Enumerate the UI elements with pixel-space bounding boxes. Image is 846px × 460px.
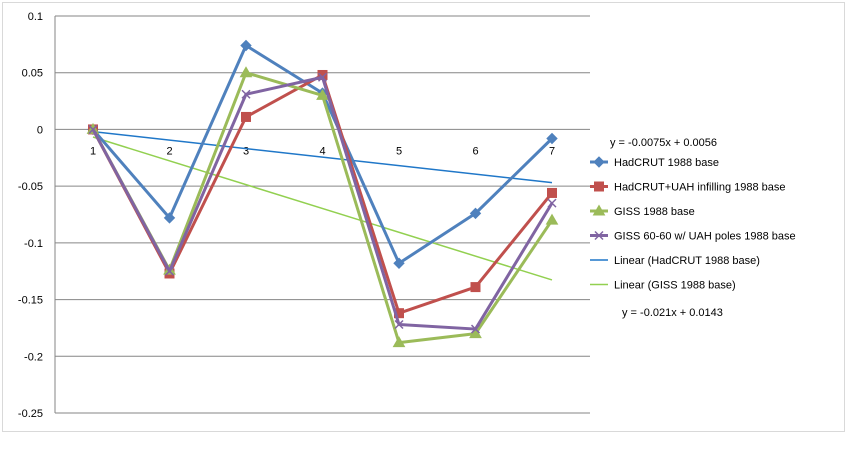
y-tick-label: 0 bbox=[37, 124, 43, 136]
trendline-2 bbox=[92, 136, 553, 281]
data-point bbox=[546, 132, 558, 145]
y-tick-label: -0.05 bbox=[18, 181, 43, 193]
y-tick-label: -0.25 bbox=[18, 408, 43, 420]
x-tick-label: 4 bbox=[319, 145, 325, 157]
legend-label: Linear (GISS 1988 base) bbox=[614, 280, 736, 292]
legend-label: HadCRUT+UAH infilling 1988 base bbox=[614, 182, 786, 194]
data-point bbox=[547, 198, 557, 208]
legend-marker bbox=[592, 204, 606, 216]
data-point bbox=[317, 72, 328, 82]
x-tick-label: 7 bbox=[549, 145, 555, 157]
data-point bbox=[394, 319, 404, 330]
data-point bbox=[241, 111, 251, 122]
legend-marker bbox=[594, 181, 604, 192]
data-point bbox=[164, 266, 175, 276]
data-point bbox=[163, 212, 176, 224]
legend-label: HadCRUT 1988 base bbox=[614, 157, 719, 169]
legend-label: Linear (HadCRUT 1988 base) bbox=[614, 255, 760, 267]
series-line-4 bbox=[91, 75, 554, 331]
trendline-equation-hadcrut: y = -0.0075x + 0.0056 bbox=[610, 137, 717, 149]
data-point bbox=[392, 336, 406, 348]
y-tick-label: 0.1 bbox=[28, 11, 43, 23]
y-tick-label: -0.15 bbox=[18, 295, 43, 307]
x-tick-label: 5 bbox=[396, 145, 402, 157]
legend-marker bbox=[594, 230, 604, 241]
x-tick-label: 6 bbox=[472, 145, 478, 157]
x-tick-label: 1 bbox=[90, 145, 96, 157]
y-tick-label: -0.2 bbox=[24, 351, 43, 363]
data-point bbox=[316, 88, 329, 100]
data-point bbox=[470, 282, 481, 293]
trendlines bbox=[92, 130, 553, 281]
data-point bbox=[469, 207, 482, 220]
trendline-equation-giss: y = -0.021x + 0.0143 bbox=[622, 307, 723, 319]
legend-marker bbox=[593, 156, 605, 168]
y-tick-label: 0.05 bbox=[22, 68, 43, 80]
legend: HadCRUT 1988 base HadCRUT+UAH infilling 1… bbox=[590, 156, 796, 292]
data-point bbox=[547, 187, 557, 198]
axes: 0.1 0.05 0 -0.05 -0.1 -0.15 -0.2 -0.25 1 2 3 4 5 6 7 bbox=[18, 11, 555, 420]
y-tick-label: -0.1 bbox=[24, 238, 43, 250]
chart-frame bbox=[2, 2, 845, 432]
series-line-2 bbox=[91, 73, 554, 315]
data-point bbox=[545, 213, 559, 225]
data-point bbox=[470, 324, 481, 334]
legend-label: GISS 60-60 w/ UAH poles 1988 base bbox=[614, 231, 796, 243]
legend-label: GISS 1988 base bbox=[614, 206, 695, 218]
data-point bbox=[240, 39, 252, 52]
series-lines bbox=[86, 39, 559, 348]
data-point bbox=[393, 257, 405, 269]
data-point bbox=[241, 89, 251, 99]
data-point bbox=[239, 66, 253, 78]
gridlines bbox=[55, 15, 590, 414]
x-tick-label: 3 bbox=[243, 145, 249, 157]
data-point bbox=[88, 124, 98, 134]
x-tick-label: 2 bbox=[166, 145, 172, 157]
trendline-1 bbox=[92, 130, 553, 184]
